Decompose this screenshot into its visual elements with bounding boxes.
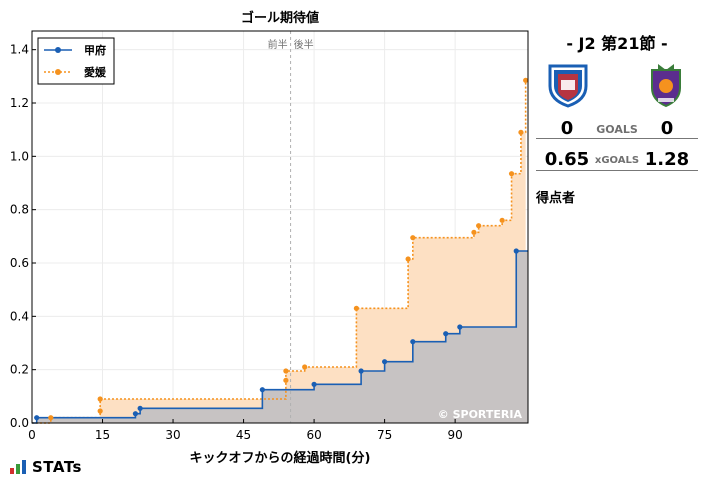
data-point-ehime — [97, 408, 103, 414]
halftime-marker: 前半 後半 — [268, 31, 314, 423]
data-point-ehime — [97, 396, 103, 402]
y-tick-label: 0.0 — [10, 416, 29, 430]
match-title: - J2 第21節 - — [566, 34, 668, 53]
data-point-kofu — [311, 381, 317, 387]
y-tick-label: 1.4 — [10, 43, 29, 57]
xgoals-row: 0.65 xGOALS 1.28 — [536, 149, 698, 171]
plot-frame — [31, 30, 529, 424]
x-tick-label: 75 — [377, 428, 392, 442]
y-tick-label: 0.4 — [10, 309, 29, 323]
data-point-ehime — [283, 377, 289, 383]
halftime-first-half-label: 前半 — [268, 38, 288, 51]
x-tick-label: 45 — [236, 428, 251, 442]
divider — [536, 138, 698, 139]
watermark: © SPORTERIA — [438, 408, 523, 421]
data-point-ehime — [499, 217, 505, 223]
data-point-kofu — [457, 324, 463, 330]
y-tick-label: 0.8 — [10, 203, 29, 217]
chart-title: ゴール期待値 — [241, 10, 319, 26]
legend-marker-ehime — [55, 69, 61, 75]
data-point-ehime — [476, 223, 482, 229]
xgoals-label: xGOALS — [594, 155, 640, 166]
away-score: 0 — [660, 118, 674, 139]
data-point-ehime — [518, 129, 524, 135]
ehime-fc-crest-icon — [651, 64, 681, 108]
legend: 甲府 愛媛 — [37, 37, 115, 85]
y-tick-label: 0.2 — [10, 363, 29, 377]
legend-box — [37, 37, 115, 85]
legend-marker-kofu — [55, 47, 61, 53]
x-tick-label: 0 — [28, 428, 36, 442]
data-point-kofu — [137, 405, 143, 411]
legend-label-kofu: 甲府 — [84, 43, 106, 57]
gridlines — [31, 31, 528, 424]
y-tick-label: 1.0 — [10, 149, 29, 163]
series-points — [34, 77, 529, 421]
data-point-kofu — [358, 368, 364, 374]
data-point-ehime — [405, 256, 411, 262]
scorers-label: 得点者 — [536, 191, 576, 206]
data-point-kofu — [34, 415, 40, 421]
y-tick-label: 0.6 — [10, 256, 29, 270]
area-fills — [32, 80, 528, 423]
x-axis-ticks: 0 15 30 45 60 75 90 — [28, 419, 463, 442]
data-point-ehime — [48, 415, 54, 421]
goals-label: GOALS — [596, 123, 638, 136]
xg-timeline-chart: 前半 後半 0 15 30 45 60 75 90 0.0 0.2 0.4 0.6 0.8 1.0 1.… — [10, 10, 529, 466]
halftime-second-half-label: 後半 — [294, 38, 314, 51]
data-point-ehime — [283, 368, 289, 374]
y-axis-ticks: 0.0 0.2 0.4 0.6 0.8 1.0 1.2 1.4 — [10, 43, 36, 430]
series-fill-ehime — [32, 80, 526, 423]
data-point-ehime — [471, 229, 477, 235]
x-tick-label: 30 — [165, 428, 180, 442]
legend-label-ehime: 愛媛 — [84, 65, 107, 79]
x-tick-label: 60 — [306, 428, 321, 442]
data-point-kofu — [513, 248, 519, 254]
home-score: 0 — [560, 118, 574, 139]
series-fill-kofu — [32, 251, 528, 423]
data-point-ehime — [353, 305, 359, 311]
data-point-kofu — [132, 411, 139, 417]
data-point-ehime — [508, 171, 515, 177]
stats-bars-icon — [10, 460, 26, 474]
ventforet-kofu-crest-icon — [548, 64, 588, 108]
data-point-ehime — [523, 77, 529, 83]
data-point-kofu — [382, 359, 388, 365]
goals-row: 0 GOALS 0 — [536, 118, 698, 140]
x-tick-label: 90 — [447, 428, 462, 442]
data-point-kofu — [410, 339, 416, 345]
x-axis-label: キックオフからの経過時間(分) — [190, 450, 371, 466]
match-summary-panel: - J2 第21節 - 0 GOALS 0 0.65 xGOALS 1.28 得… — [536, 0, 698, 479]
data-point-kofu — [443, 331, 449, 337]
y-tick-label: 1.2 — [10, 96, 29, 110]
divider — [536, 170, 698, 171]
brand-logo-text: STATs — [32, 458, 82, 476]
x-tick-label: 15 — [95, 428, 110, 442]
away-xg: 1.28 — [644, 149, 690, 170]
home-xg: 0.65 — [544, 149, 590, 170]
data-point-ehime — [410, 235, 416, 241]
data-point-ehime — [302, 364, 308, 370]
data-point-kofu — [259, 387, 265, 393]
